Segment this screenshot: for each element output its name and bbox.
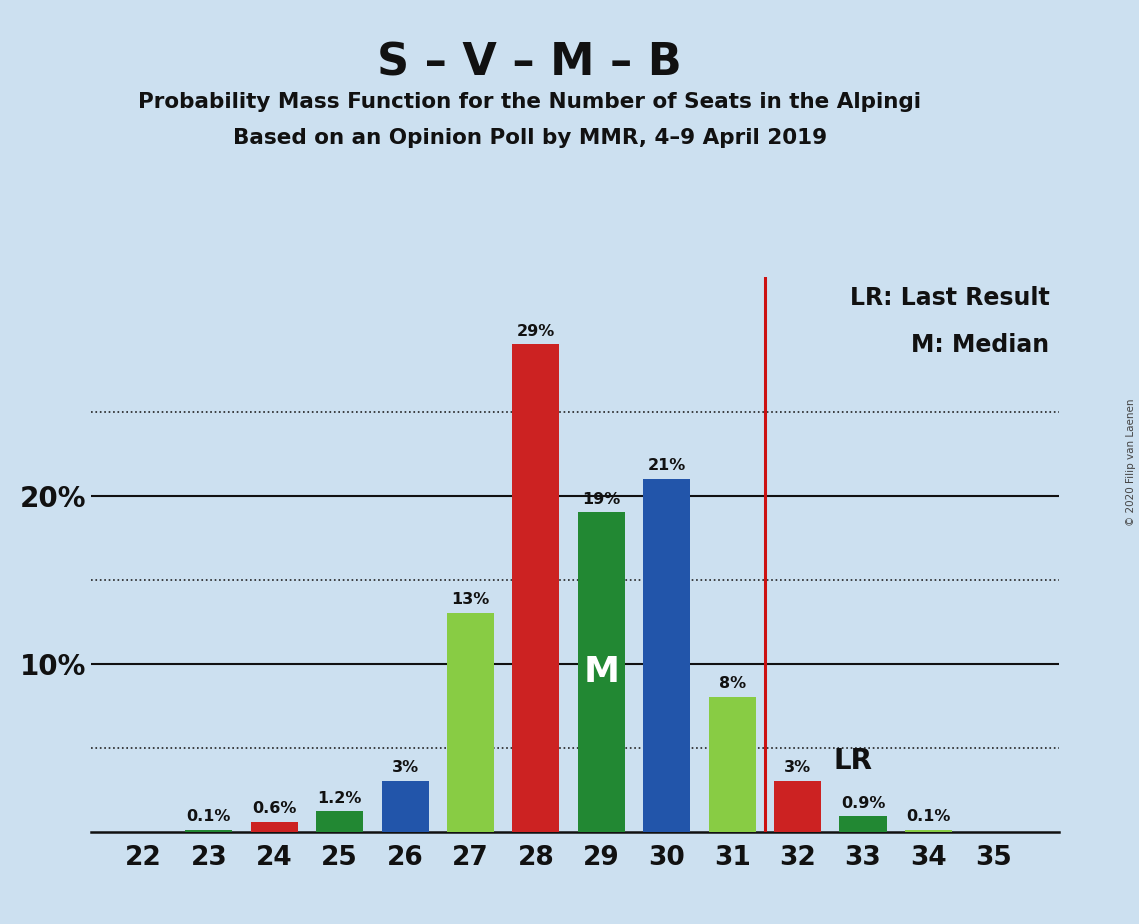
Text: 3%: 3%: [784, 760, 811, 775]
Text: LR: Last Result: LR: Last Result: [850, 286, 1049, 310]
Text: 0.6%: 0.6%: [252, 800, 296, 816]
Bar: [708, 698, 756, 832]
Bar: [839, 817, 886, 832]
Bar: [904, 830, 952, 832]
Text: 1.2%: 1.2%: [318, 791, 362, 806]
Text: LR: LR: [834, 747, 872, 775]
Bar: [251, 821, 297, 832]
Text: 0.9%: 0.9%: [841, 796, 885, 810]
Text: S – V – M – B: S – V – M – B: [377, 42, 682, 85]
Text: M: M: [583, 655, 620, 689]
Bar: [513, 345, 559, 832]
Text: 0.1%: 0.1%: [907, 809, 951, 824]
Text: © 2020 Filip van Laenen: © 2020 Filip van Laenen: [1126, 398, 1136, 526]
Text: M: Median: M: Median: [911, 333, 1049, 357]
Text: 19%: 19%: [582, 492, 621, 506]
Text: 3%: 3%: [392, 760, 419, 775]
Text: Based on an Opinion Poll by MMR, 4–9 April 2019: Based on an Opinion Poll by MMR, 4–9 Apr…: [232, 128, 827, 148]
Bar: [644, 479, 690, 832]
Text: Probability Mass Function for the Number of Seats in the Alpingi: Probability Mass Function for the Number…: [138, 92, 921, 113]
Bar: [775, 781, 821, 832]
Text: 0.1%: 0.1%: [187, 809, 231, 824]
Bar: [317, 811, 363, 832]
Bar: [186, 830, 232, 832]
Text: 29%: 29%: [517, 323, 555, 338]
Text: 13%: 13%: [451, 592, 490, 607]
Text: 8%: 8%: [719, 676, 746, 691]
Bar: [446, 614, 494, 832]
Text: 21%: 21%: [648, 458, 686, 473]
Bar: [577, 513, 625, 832]
Bar: [382, 781, 428, 832]
